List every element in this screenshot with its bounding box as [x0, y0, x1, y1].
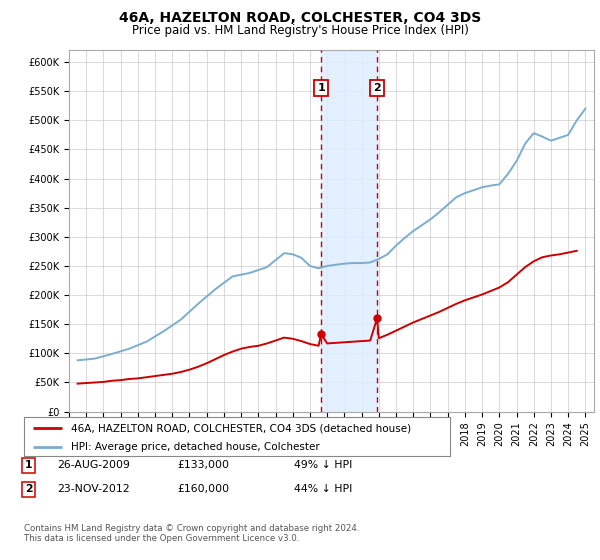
- Text: 46A, HAZELTON ROAD, COLCHESTER, CO4 3DS: 46A, HAZELTON ROAD, COLCHESTER, CO4 3DS: [119, 11, 481, 25]
- Bar: [321, 50, 377, 412]
- Text: Contains HM Land Registry data © Crown copyright and database right 2024.
This d: Contains HM Land Registry data © Crown c…: [24, 524, 359, 543]
- Text: 26-AUG-2009: 26-AUG-2009: [57, 460, 130, 470]
- Text: 49% ↓ HPI: 49% ↓ HPI: [294, 460, 352, 470]
- Text: 2: 2: [373, 83, 381, 94]
- Text: HPI: Average price, detached house, Colchester: HPI: Average price, detached house, Colc…: [71, 442, 320, 451]
- Text: 46A, HAZELTON ROAD, COLCHESTER, CO4 3DS (detached house): 46A, HAZELTON ROAD, COLCHESTER, CO4 3DS …: [71, 423, 411, 433]
- Text: 2: 2: [25, 484, 32, 494]
- Text: Price paid vs. HM Land Registry's House Price Index (HPI): Price paid vs. HM Land Registry's House …: [131, 24, 469, 36]
- Text: 1: 1: [317, 83, 325, 94]
- Text: 23-NOV-2012: 23-NOV-2012: [57, 484, 130, 494]
- Text: 1: 1: [25, 460, 32, 470]
- Text: £160,000: £160,000: [177, 484, 229, 494]
- Text: £133,000: £133,000: [177, 460, 229, 470]
- Text: 44% ↓ HPI: 44% ↓ HPI: [294, 484, 352, 494]
